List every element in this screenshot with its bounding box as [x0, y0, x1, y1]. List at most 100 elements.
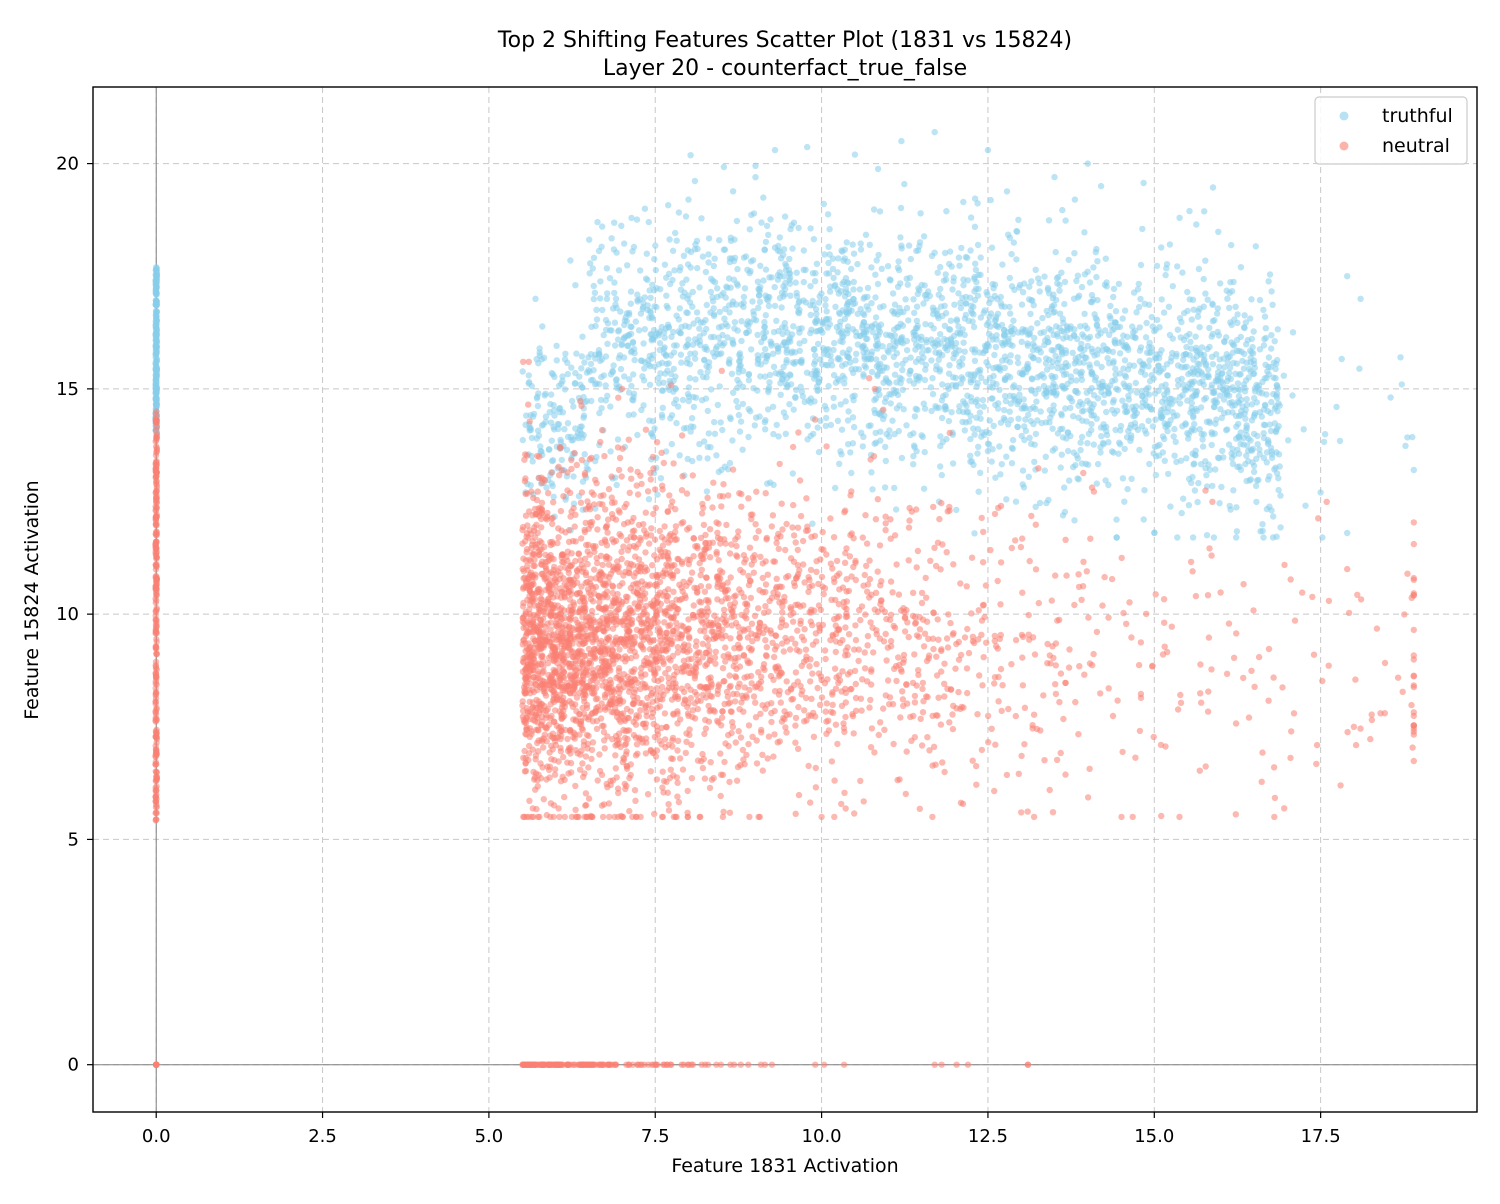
point-truthful [937, 331, 943, 337]
point-truthful [579, 353, 585, 359]
point-truthful [807, 225, 813, 231]
point-truthful [1115, 387, 1121, 393]
point-truthful [1028, 325, 1034, 331]
point-truthful [1141, 487, 1147, 493]
point-truthful [1015, 354, 1021, 360]
point-truthful [1023, 369, 1029, 375]
point-truthful [883, 458, 889, 464]
point-truthful [848, 308, 854, 314]
point-truthful [705, 251, 711, 257]
point-truthful [646, 219, 652, 225]
point-truthful [664, 303, 670, 309]
point-truthful [1008, 352, 1014, 358]
point-truthful [1266, 371, 1272, 377]
point-truthful [631, 357, 637, 363]
point-neutral [995, 698, 1001, 704]
point-truthful [1146, 461, 1152, 467]
point-truthful [778, 392, 784, 398]
point-truthful [831, 340, 837, 346]
point-truthful [1008, 417, 1014, 423]
point-truthful [1056, 325, 1062, 331]
point-truthful [1267, 271, 1273, 277]
point-truthful [711, 313, 717, 319]
point-truthful [873, 395, 879, 401]
point-neutral [609, 511, 615, 517]
point-truthful [1057, 426, 1063, 432]
point-neutral [846, 631, 852, 637]
point-truthful [992, 293, 998, 299]
point-truthful [611, 220, 617, 226]
point-truthful [896, 402, 902, 408]
point-truthful [670, 248, 676, 254]
point-truthful [851, 251, 857, 257]
point-truthful [1054, 360, 1060, 366]
point-truthful [889, 418, 895, 424]
point-neutral [755, 528, 761, 534]
point-neutral [153, 788, 159, 794]
point-truthful [1275, 475, 1281, 481]
point-truthful [1217, 392, 1223, 398]
point-truthful [1020, 289, 1026, 295]
point-truthful [1112, 377, 1118, 383]
point-truthful [1065, 363, 1071, 369]
point-neutral [648, 686, 654, 692]
point-truthful [1397, 354, 1403, 360]
point-truthful [1066, 257, 1072, 263]
point-truthful [868, 356, 874, 362]
point-neutral [858, 707, 864, 713]
chart-title: Top 2 Shifting Features Scatter Plot (18… [497, 28, 1072, 53]
point-neutral [1026, 612, 1032, 618]
point-neutral [828, 709, 834, 715]
point-truthful [977, 470, 983, 476]
point-truthful [1054, 275, 1060, 281]
point-truthful [1251, 328, 1257, 334]
point-truthful [561, 426, 567, 432]
point-truthful [936, 349, 942, 355]
point-truthful [1193, 345, 1199, 351]
point-truthful [1357, 296, 1363, 302]
point-truthful [845, 408, 851, 414]
point-truthful [598, 374, 604, 380]
point-truthful [693, 395, 699, 401]
point-truthful [766, 379, 772, 385]
point-neutral [153, 626, 159, 632]
point-truthful [1130, 329, 1136, 335]
point-truthful [1281, 373, 1287, 379]
point-neutral [1352, 676, 1358, 682]
point-truthful [1275, 487, 1281, 493]
point-truthful [914, 304, 920, 310]
point-truthful [1227, 400, 1233, 406]
point-truthful [1204, 532, 1210, 538]
point-truthful [1207, 467, 1213, 473]
point-neutral [617, 455, 623, 461]
point-neutral [153, 609, 159, 615]
point-neutral [153, 554, 159, 560]
point-truthful [1013, 256, 1019, 262]
point-truthful [1007, 235, 1013, 241]
point-truthful [1158, 347, 1164, 353]
point-neutral [752, 700, 758, 706]
point-truthful [1093, 249, 1099, 255]
point-truthful [995, 365, 1001, 371]
point-truthful [774, 422, 780, 428]
point-truthful [726, 356, 732, 362]
point-truthful [610, 362, 616, 368]
point-neutral [675, 644, 681, 650]
point-truthful [1209, 483, 1215, 489]
point-truthful [703, 363, 709, 369]
point-truthful [733, 398, 739, 404]
point-truthful [1007, 275, 1013, 281]
point-truthful [850, 397, 856, 403]
point-truthful [998, 300, 1004, 306]
point-truthful [1233, 504, 1239, 510]
point-truthful [1238, 441, 1244, 447]
point-truthful [1177, 394, 1183, 400]
point-truthful [1158, 407, 1164, 413]
point-truthful [633, 318, 639, 324]
point-truthful [935, 270, 941, 276]
point-truthful [1156, 355, 1162, 361]
point-neutral [1035, 465, 1041, 471]
point-neutral [1299, 589, 1305, 595]
point-truthful [596, 248, 602, 254]
point-truthful [811, 361, 817, 367]
